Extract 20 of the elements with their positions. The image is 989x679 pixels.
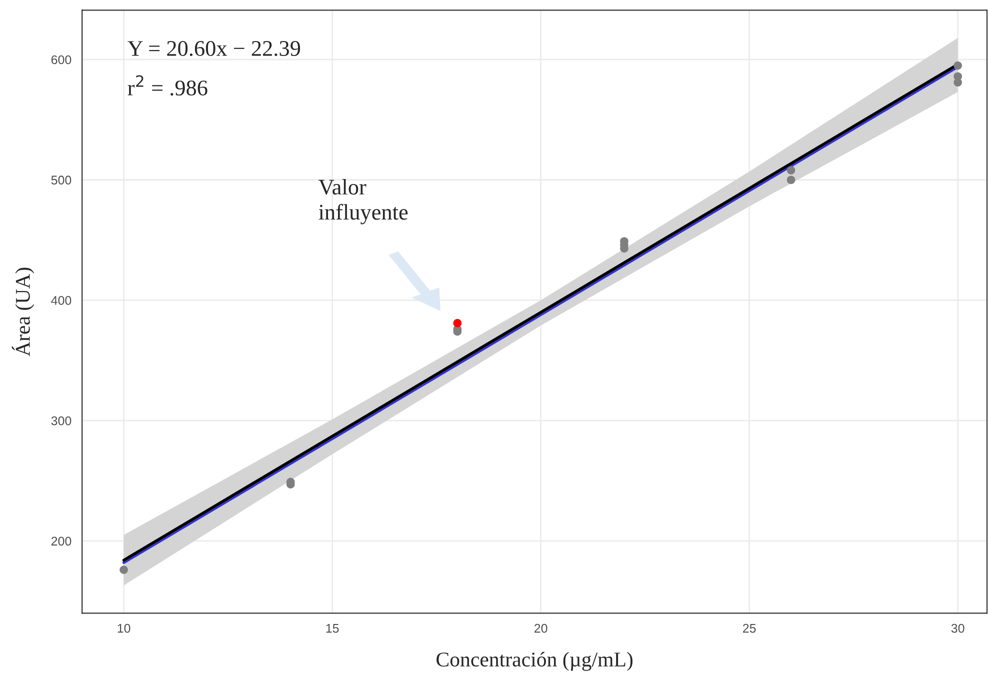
point: [786, 176, 796, 184]
point: [786, 166, 796, 174]
annotation: Y = 20.60x − 22.39: [128, 40, 300, 56]
annotation: Valor influyente: [318, 179, 408, 224]
point: [120, 566, 128, 574]
y-tick-label: 200: [51, 536, 72, 546]
y-tick-label: 400: [51, 296, 72, 305]
y-tick-label: 500: [51, 176, 72, 185]
y-axis-title: Área (UA): [12, 268, 34, 356]
x-tick-label: 25: [743, 624, 756, 633]
x-tick-label: 20: [534, 624, 548, 633]
annotation: r$^{2}$ = .986: [128, 75, 208, 96]
y-tick-label: 300: [51, 416, 72, 426]
x-tick-label: 30: [951, 624, 964, 633]
y-tick-label: 600: [51, 55, 72, 64]
point: [954, 61, 962, 70]
x-tick-label: 10: [118, 624, 130, 633]
x-tick-label: 15: [326, 624, 339, 633]
point: [453, 318, 462, 328]
x-axis-title: Concentración (µg/mL): [436, 652, 632, 671]
